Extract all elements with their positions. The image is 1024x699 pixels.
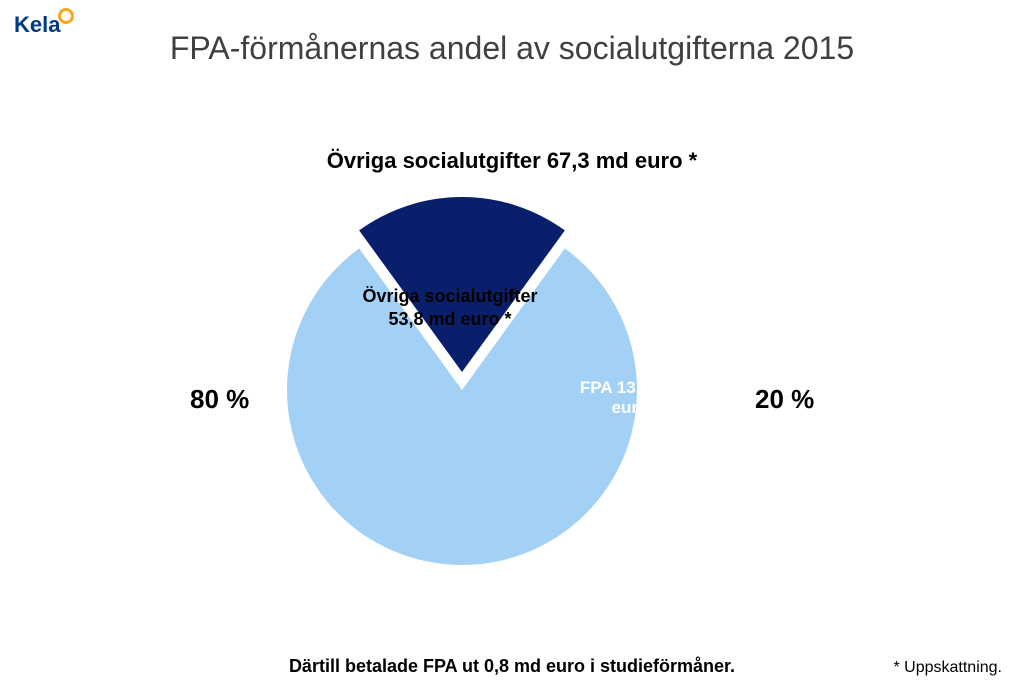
slice-label-fpa: FPA 13,5 md euro — [565, 378, 695, 419]
percent-label-ovriga: 80 % — [190, 384, 249, 415]
logo-ring-icon — [58, 8, 74, 24]
page-title: FPA-förmånernas andel av socialutgiftern… — [0, 30, 1024, 67]
estimate-note: * Uppskattning. — [893, 659, 1002, 677]
slice-label-fpa-line1: FPA 13,5 md — [580, 378, 680, 397]
footer-note: Därtill betalade FPA ut 0,8 md euro i st… — [0, 656, 1024, 677]
slice-label-fpa-line2: euro — [612, 398, 649, 417]
slice-label-ovriga-line2: 53,8 md euro * — [388, 309, 511, 329]
slice-label-ovriga: Övriga socialutgifter 53,8 md euro * — [340, 285, 560, 330]
chart-subtitle: Övriga socialutgifter 67,3 md euro * — [0, 148, 1024, 174]
percent-label-fpa: 20 % — [755, 384, 814, 415]
slice-label-ovriga-line1: Övriga socialutgifter — [362, 286, 537, 306]
